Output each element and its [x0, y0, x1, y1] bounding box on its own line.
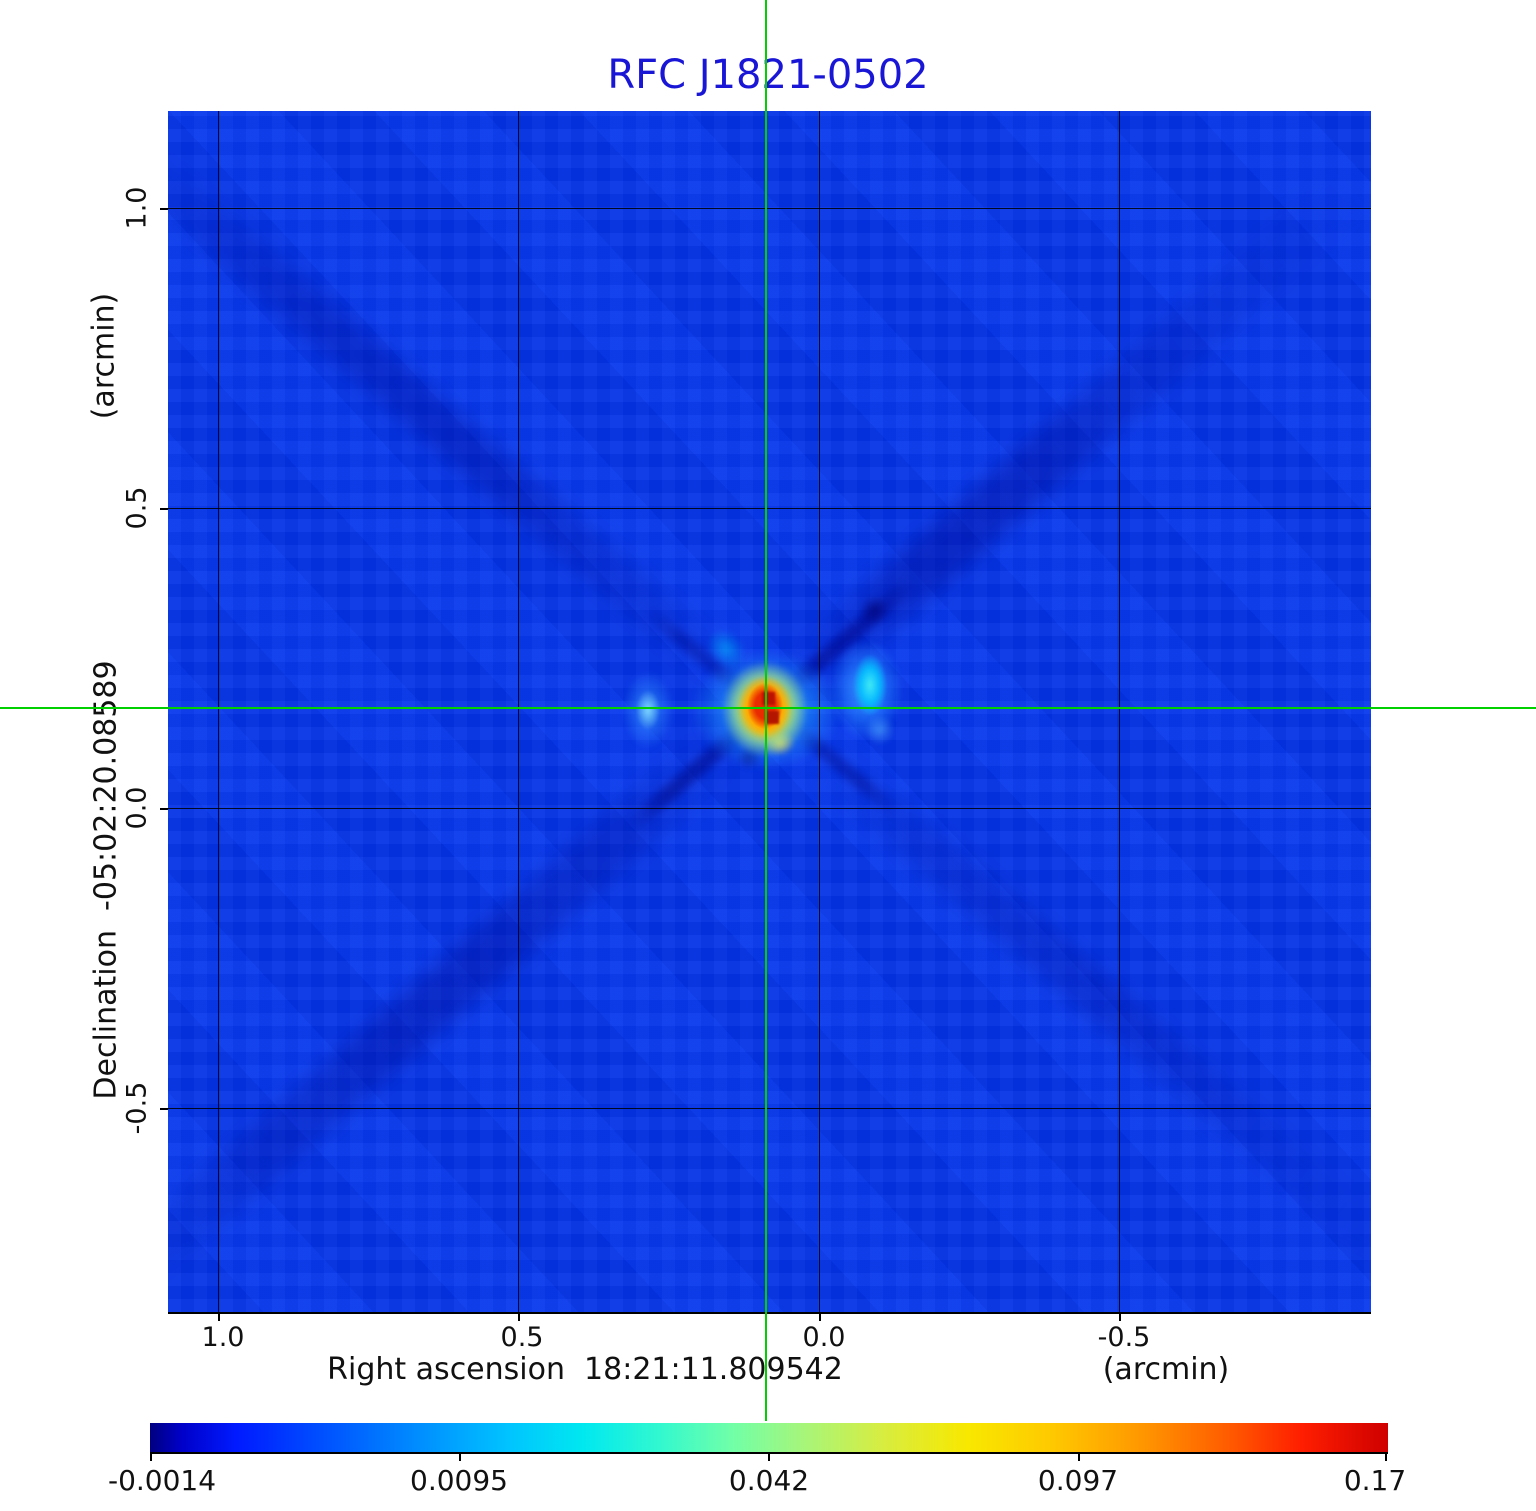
grid-line-horizontal: [168, 508, 1371, 509]
x-tick-label: 0.0: [802, 1322, 846, 1353]
colorbar-tick: [768, 1454, 770, 1461]
colorbar-tick: [1078, 1454, 1080, 1461]
x-axis-unit: (arcmin): [1102, 1352, 1230, 1387]
grid-line-vertical: [819, 111, 820, 1312]
east-blob-extension: [865, 715, 895, 745]
y-tick-label: 0.0: [121, 786, 153, 830]
y-tick-label: 0.5: [121, 486, 153, 530]
grid-line-horizontal: [168, 208, 1371, 209]
crosshair-horizontal-line: [0, 707, 1536, 709]
colorbar-tick-label: 0.17: [1343, 1464, 1407, 1497]
colorbar-tick-label: 0.042: [728, 1464, 810, 1497]
figure-title: RFC J1821-0502: [607, 52, 929, 98]
negative-spot: [859, 595, 889, 625]
x-tick-label: 0.5: [500, 1322, 544, 1353]
colorbar-tick-label: 0.0095: [410, 1464, 508, 1497]
y-tick-label: 1.0: [121, 186, 153, 230]
x-axis-label: Right ascension 18:21:11.809542: [327, 1352, 843, 1387]
y-tick-label: -0.5: [121, 1081, 153, 1135]
x-axis-tick: [1119, 1313, 1121, 1321]
grid-line-vertical: [1119, 111, 1120, 1312]
y-axis-label: Declination -05:02:20.08589: [88, 660, 124, 1100]
grid-line-horizontal: [168, 1108, 1371, 1109]
y-axis-tick: [160, 208, 168, 210]
x-tick-label: 1.0: [201, 1322, 245, 1353]
west-blob-core: [636, 690, 660, 730]
colorbar-tick-label: -0.0014: [107, 1464, 217, 1497]
y-axis-tick: [160, 1108, 168, 1110]
source-core-peak-pixel: [762, 692, 775, 705]
east-blob-core: [853, 654, 887, 716]
grid-line-vertical: [518, 111, 519, 1312]
colorbar-tick: [150, 1454, 152, 1461]
grid-line-horizontal: [168, 808, 1371, 809]
x-axis-tick: [218, 1313, 220, 1321]
y-axis-tick: [160, 508, 168, 510]
source-core-peak-pixel: [766, 711, 779, 724]
colorbar: [150, 1423, 1388, 1461]
crosshair-vertical-line: [765, 0, 767, 1421]
colorbar-tick: [1385, 1454, 1387, 1461]
colorbar-tick-label: 0.097: [1037, 1464, 1119, 1497]
x-axis-tick: [819, 1313, 821, 1321]
x-tick-label: -0.5: [1097, 1322, 1151, 1353]
y-axis-tick: [160, 808, 168, 810]
x-axis-tick: [518, 1313, 520, 1321]
colorbar-tick: [459, 1454, 461, 1461]
intensity-map: [168, 111, 1371, 1314]
grid-line-vertical: [218, 111, 219, 1312]
y-axis-unit: (arcmin): [86, 292, 122, 420]
